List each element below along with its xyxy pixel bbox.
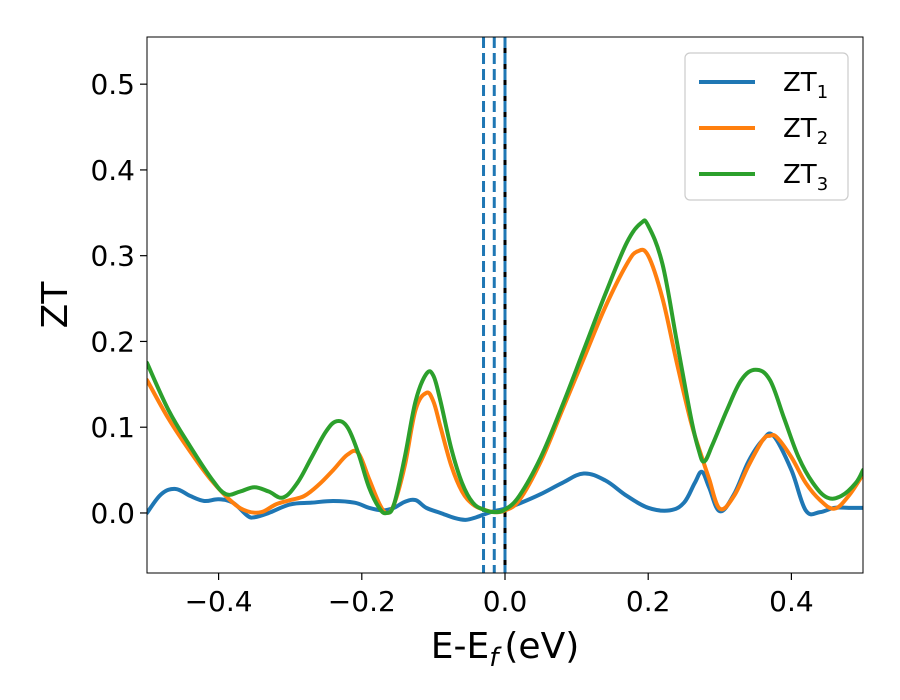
- y-tick-label: 0.3: [90, 240, 135, 273]
- legend-label-zt3: ZT3: [783, 160, 828, 195]
- x-tick-label: 0.2: [626, 585, 671, 618]
- legend-box: [684, 52, 849, 201]
- legend-label-zt2: ZT2: [783, 114, 828, 149]
- y-tick-label: 0.2: [90, 325, 135, 358]
- x-axis-label: E-Ef (eV): [431, 626, 580, 673]
- y-tick-label: 0.4: [90, 154, 135, 187]
- y-axis-ticks: 0.0 0.1 0.2 0.3 0.4 0.5: [90, 68, 147, 530]
- x-axis-label-unit: (eV): [504, 626, 579, 667]
- y-axis-label: ZT: [35, 281, 76, 329]
- series-lines: [147, 218, 863, 522]
- fermi-level-markers: [482, 37, 507, 573]
- legend-label-zt1: ZT1: [783, 68, 828, 103]
- x-axis-label-subscript: f: [489, 643, 502, 673]
- x-tick-label: −0.4: [185, 585, 253, 618]
- y-tick-label: 0.1: [90, 411, 135, 444]
- y-tick-label: 0.5: [90, 68, 135, 101]
- x-tick-label: 0.4: [769, 585, 814, 618]
- legend: ZT1 ZT2 ZT3: [684, 52, 849, 201]
- y-tick-label: 0.0: [90, 497, 135, 530]
- x-tick-label: −0.2: [328, 585, 396, 618]
- x-tick-label: 0.0: [483, 585, 528, 618]
- x-axis-ticks: −0.4 −0.2 0.0 0.2 0.4: [185, 573, 814, 618]
- series-line-zt3: [147, 218, 863, 516]
